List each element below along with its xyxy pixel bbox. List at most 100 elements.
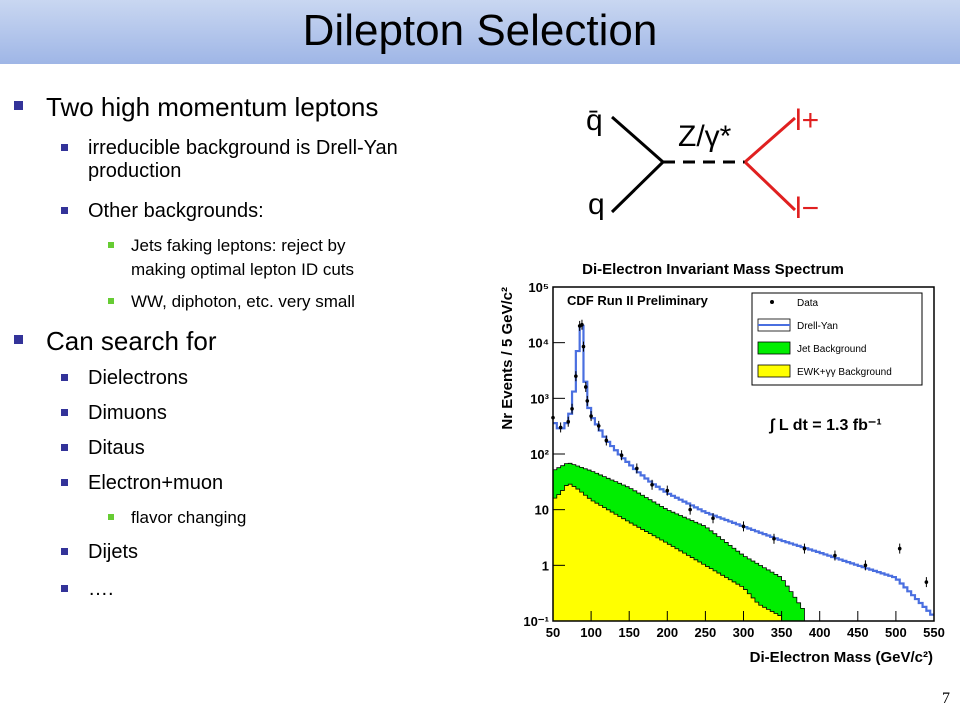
- legend-swatch: [770, 300, 774, 304]
- data-point: [596, 424, 601, 428]
- bullet-marker: [61, 374, 68, 381]
- chart-title: Di-Electron Invariant Mass Spectrum: [582, 261, 844, 278]
- x-tick-label: 400: [809, 625, 831, 640]
- bullet-level2-text: Dielectrons: [88, 367, 189, 389]
- label-boson: Z/γ*: [678, 120, 732, 153]
- data-point: [574, 374, 578, 378]
- y-tick-label: 10²: [530, 447, 549, 462]
- data-point: [604, 438, 609, 443]
- bullet-marker: [61, 207, 68, 214]
- data-point: [566, 419, 571, 424]
- bullet-level3-text: flavor changing: [131, 508, 247, 527]
- legend-box: [751, 292, 923, 386]
- y-tick-label: 1: [542, 558, 549, 573]
- data-point: [577, 324, 582, 328]
- antiquark-line: [610, 160, 665, 214]
- chart-subtitle: CDF Run II Preliminary: [567, 293, 709, 308]
- data-point: [833, 553, 837, 558]
- bullet-level2-text: Ditaus: [88, 437, 145, 459]
- data-point: [589, 414, 593, 418]
- y-axis-label: Nr Events / 5 GeV/c²: [499, 287, 516, 430]
- x-tick-label: 150: [618, 625, 640, 640]
- data-point: [558, 425, 563, 430]
- x-tick-label: 300: [733, 625, 755, 640]
- data-point: [635, 466, 639, 471]
- bullet-marker: [14, 101, 23, 110]
- plot-frame: [552, 286, 935, 622]
- x-tick-label: 450: [847, 625, 869, 640]
- x-tick-label: 350: [771, 625, 793, 640]
- bullet-level3-text: WW, diphoton, etc. very small: [131, 292, 355, 311]
- data-point: [772, 536, 776, 541]
- y-tick-label: 10: [535, 503, 549, 518]
- lepton-minus-line: [743, 160, 797, 212]
- bullet-level3-text: making optimal lepton ID cuts: [131, 260, 354, 279]
- data-point: [665, 488, 670, 493]
- drell-yan-line: [553, 324, 934, 616]
- data-point: [570, 406, 574, 411]
- legend-label: Data: [797, 298, 819, 309]
- bullet-marker: [108, 242, 114, 248]
- luminosity-annotation: ∫ L dt = 1.3 fb⁻¹: [768, 417, 882, 434]
- data-point: [688, 507, 692, 512]
- bullet-marker: [61, 548, 68, 555]
- slide-title: Dilepton Selection: [302, 6, 658, 55]
- label-l-plus: l+: [795, 104, 819, 137]
- x-tick-label: 50: [546, 625, 560, 640]
- bullet-level2-text: ….: [88, 578, 114, 600]
- jet-background-histogram: [552, 462, 805, 622]
- bullet-marker: [61, 479, 68, 486]
- lepton-plus-line: [744, 116, 796, 164]
- data-point: [585, 399, 590, 403]
- data-point: [580, 322, 584, 327]
- bullet-marker: [108, 298, 114, 304]
- bullet-level2-text: irreducible background is Drell-Yan: [88, 137, 398, 159]
- title-bar: Dilepton Selection: [0, 0, 960, 64]
- x-tick-label: 200: [656, 625, 678, 640]
- bullet-level3-text: Jets faking leptons: reject by: [131, 236, 346, 255]
- label-l-minus: l−: [795, 192, 819, 225]
- legend-swatch: [757, 341, 791, 355]
- x-tick-label: 550: [923, 625, 945, 640]
- y-tick-label: 10⁴: [528, 336, 549, 351]
- data-point: [581, 344, 586, 349]
- chart-canvas: [497, 250, 947, 670]
- data-point: [583, 385, 588, 389]
- label-q: q: [588, 188, 605, 221]
- legend-label: Jet Background: [797, 344, 867, 355]
- x-axis-label: Di-Electron Mass (GeV/c²): [750, 649, 933, 666]
- y-tick-label: 10³: [530, 391, 549, 406]
- data-point: [551, 415, 555, 420]
- legend-label: EWK+γγ Background: [797, 367, 892, 378]
- data-point: [619, 453, 624, 458]
- data-point: [741, 524, 746, 529]
- data-point: [802, 546, 807, 551]
- bullet-level1-text: Can search for: [46, 326, 217, 356]
- legend-swatch: [757, 318, 791, 332]
- bullet-marker: [61, 585, 68, 592]
- bullet-level2-text: production: [88, 160, 182, 182]
- x-tick-label: 100: [580, 625, 602, 640]
- legend-label: Drell-Yan: [797, 321, 838, 332]
- y-tick-label: 10⁵: [528, 280, 549, 295]
- bullet-marker: [14, 335, 23, 344]
- data-point: [711, 516, 715, 521]
- quark-line: [611, 115, 664, 164]
- label-q-bar: q̄: [586, 104, 603, 137]
- slide-number: 7: [942, 690, 950, 707]
- legend-swatch: [757, 364, 791, 378]
- bullet-level1-text: Two high momentum leptons: [46, 92, 379, 122]
- bullet-marker: [61, 409, 68, 416]
- bullet-level2-text: Dijets: [88, 541, 139, 563]
- data-point: [897, 546, 902, 551]
- bullet-level2-text: Electron+muon: [88, 472, 224, 494]
- y-tick-label: 10⁻¹: [523, 614, 549, 629]
- data-point: [863, 563, 868, 568]
- x-tick-label: 250: [695, 625, 717, 640]
- bullet-level2-text: Other backgrounds:: [88, 200, 264, 222]
- x-tick-label: 500: [885, 625, 907, 640]
- bullet-level2-text: Dimuons: [88, 402, 167, 424]
- data-point: [650, 482, 654, 487]
- data-point: [924, 580, 929, 584]
- bullet-marker: [61, 144, 68, 151]
